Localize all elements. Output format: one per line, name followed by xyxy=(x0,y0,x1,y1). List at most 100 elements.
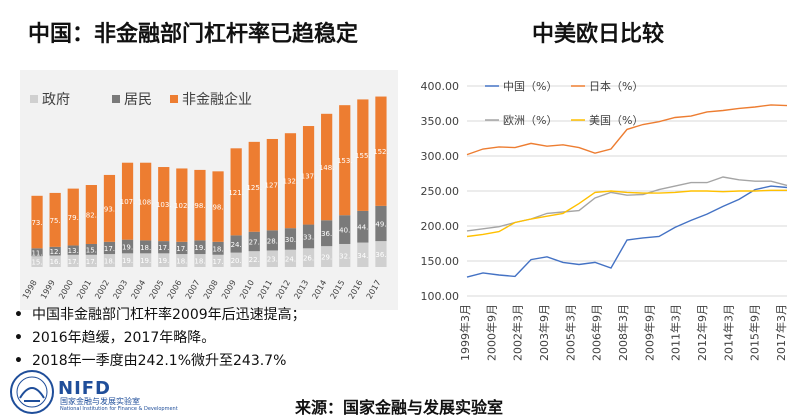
x-tick-label: 2009年9月 xyxy=(642,304,656,361)
bar-data-label: 24. xyxy=(285,255,296,263)
legend-label: 欧洲（%） xyxy=(503,114,557,127)
series-line xyxy=(466,104,788,156)
bar-segment xyxy=(266,230,278,251)
bar-data-label: 19. xyxy=(158,257,169,265)
bar-segment xyxy=(339,105,351,216)
bar-data-label: 13. xyxy=(68,247,79,255)
bar-segment xyxy=(103,174,116,242)
bar-data-label: 29. xyxy=(321,254,332,262)
bar-data-label: 17. xyxy=(212,258,223,266)
bar-data-label: 121. xyxy=(228,189,244,197)
bar-data-label: 93. xyxy=(104,205,115,213)
x-tick-label: 2000年9月 xyxy=(484,304,498,361)
bar-segment xyxy=(284,249,297,267)
y-tick-label: 300.00 xyxy=(421,150,460,163)
bar-segment xyxy=(248,251,260,267)
bar-segment xyxy=(266,138,278,231)
y-tick-label: 150.00 xyxy=(421,255,460,268)
bar-data-label: 155. xyxy=(355,152,371,160)
x-tick-label: 2017年3月 xyxy=(774,304,788,361)
y-tick-label: 250.00 xyxy=(421,185,460,198)
y-tick-label: 400.00 xyxy=(421,80,460,93)
y-tick-label: 200.00 xyxy=(421,220,460,233)
bar-data-label: 18. xyxy=(104,258,115,266)
logo-en-name: National Institution for Finance & Devel… xyxy=(60,406,178,412)
legend-label: 日本（%） xyxy=(589,79,643,93)
bar-segment xyxy=(85,243,97,255)
bar-segment xyxy=(158,253,170,267)
bar-data-label: 79. xyxy=(68,214,79,222)
bar-segment xyxy=(103,254,116,267)
bar-segment xyxy=(302,224,315,249)
x-tick-label: 2015年9月 xyxy=(748,304,762,361)
bar-segment xyxy=(49,246,61,256)
legend-label: 政府 xyxy=(42,92,70,108)
bar-data-label: 26. xyxy=(303,255,314,263)
bar-data-label: 24. xyxy=(231,241,242,249)
bar-segment xyxy=(230,252,242,267)
bullet-item: 2016年趋缓，2017年略降。 xyxy=(14,327,306,350)
bar-segment xyxy=(121,162,134,240)
bar-data-label: 125. xyxy=(246,184,262,192)
bar-segment xyxy=(67,245,79,255)
bar-segment xyxy=(176,168,188,242)
bar-data-label: 107. xyxy=(120,198,136,206)
bar-segment xyxy=(212,171,224,242)
bar-segment xyxy=(375,241,387,267)
bar-data-label: 19. xyxy=(122,257,133,265)
left-chart-title: 中国：非金融部门杠杆率已趋稳定 xyxy=(28,22,359,47)
logo-brand: NIFD xyxy=(58,378,111,399)
bar-data-label: 15. xyxy=(86,246,97,254)
bar-segment xyxy=(176,254,188,267)
bar-segment xyxy=(212,254,224,267)
bar-data-label: 98. xyxy=(194,202,205,210)
bar-data-label: 32. xyxy=(339,252,350,260)
bar-data-label: 44. xyxy=(357,224,368,232)
bar-segment xyxy=(194,254,206,267)
bar-segment xyxy=(248,141,260,232)
bar-segment xyxy=(49,192,61,247)
bar-data-label: 19. xyxy=(194,244,205,252)
bar-data-label: 49. xyxy=(375,220,386,228)
legend-label: 中国（%） xyxy=(503,80,557,93)
x-tick-label: 2005年3月 xyxy=(563,304,577,361)
bar-segment xyxy=(158,167,170,242)
bar-segment xyxy=(67,188,79,246)
bar-data-label: 23. xyxy=(267,256,278,264)
bar-segment xyxy=(266,250,278,267)
bar-segment xyxy=(357,242,369,267)
leverage-bar-chart: 政府 居民 非金融企业 15. 11. 73. 16. 12. 75. 17. 13. 79. 17.… xyxy=(20,70,398,310)
bar-segment xyxy=(248,231,260,252)
bar-data-label: 27. xyxy=(249,238,260,246)
bar-data-label: 17. xyxy=(104,245,115,253)
bar-data-label: 36. xyxy=(375,251,386,259)
y-tick-label: 350.00 xyxy=(421,115,460,128)
bar-data-label: 98. xyxy=(212,204,223,212)
bar-segment xyxy=(357,99,369,211)
bar-segment xyxy=(284,228,297,250)
bar-segment xyxy=(302,248,315,267)
legend-swatch xyxy=(30,95,38,103)
bar-segment xyxy=(375,96,387,206)
bar-segment xyxy=(31,256,43,267)
bar-segment xyxy=(103,241,116,255)
bullet-item: 2018年一季度由242.1%微升至243.7% xyxy=(14,350,306,373)
bar-chart-background xyxy=(20,70,398,310)
legend-label: 非金融企业 xyxy=(182,91,252,108)
series-line xyxy=(466,185,788,278)
bar-data-label: 17. xyxy=(176,245,187,253)
bar-data-label: 22. xyxy=(249,256,260,264)
bar-data-label: 75. xyxy=(50,217,61,225)
bar-segment xyxy=(67,254,79,267)
bar-data-label: 73. xyxy=(31,219,42,227)
bar-data-label: 132. xyxy=(283,178,299,186)
x-tick-label: 2011年3月 xyxy=(669,304,683,361)
x-tick-label: 2006年9月 xyxy=(590,304,604,361)
bullet-list: 中国非金融部门杠杆率2009年后迅速提高； 2016年趋缓，2017年略降。 2… xyxy=(14,304,306,373)
bar-data-label: 28. xyxy=(267,237,278,245)
bar-data-label: 20. xyxy=(231,257,242,265)
bar-segment xyxy=(212,241,224,255)
bar-segment xyxy=(230,148,242,236)
bar-data-label: 108. xyxy=(138,199,154,207)
bar-data-label: 17. xyxy=(86,258,97,266)
